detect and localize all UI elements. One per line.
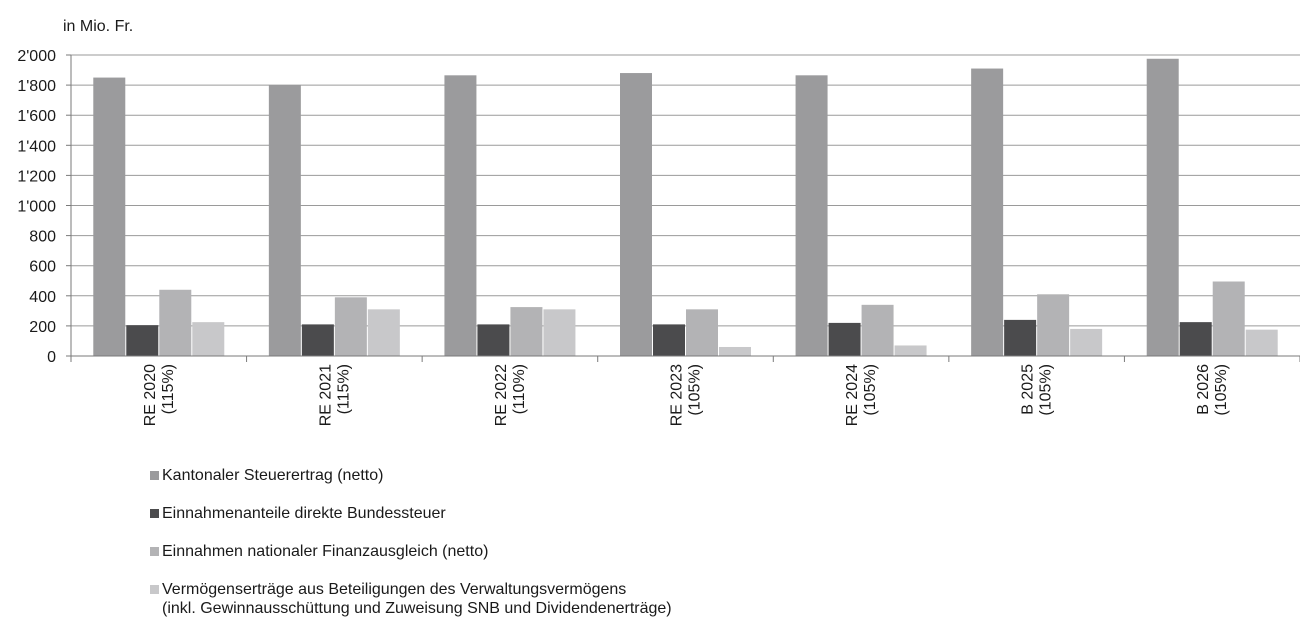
legend-label: Einnahmen nationaler Finanzausgleich (ne… xyxy=(162,543,489,560)
x-tick-label-line: RE 2020 xyxy=(142,364,159,426)
x-tick-label-line: RE 2023 xyxy=(669,364,686,426)
gridlines xyxy=(71,54,1300,327)
x-tick-label-line: B 2026 xyxy=(1195,364,1212,415)
x-tick-label: B 2026 (105%) xyxy=(1195,364,1230,416)
legend-swatch xyxy=(150,547,159,556)
x-tick-label-line: (105%) xyxy=(862,364,879,416)
x-tick-label-line: (105%) xyxy=(1038,364,1055,416)
x-tick-label-line: (115%) xyxy=(160,364,177,414)
bar xyxy=(861,304,894,356)
x-tick-label: RE 2022 (110%) xyxy=(493,364,528,426)
x-tick-label-line: (110%) xyxy=(511,364,528,414)
x-tick-label: RE 2024 (105%) xyxy=(844,364,879,426)
x-tick-label-line: B 2025 xyxy=(1020,364,1037,415)
bar xyxy=(828,322,861,356)
bar xyxy=(1179,322,1212,356)
bar xyxy=(653,324,685,356)
bar xyxy=(93,77,126,356)
unit-label: in Mio. Fr. xyxy=(63,18,133,35)
bar xyxy=(971,68,1004,357)
bar xyxy=(1037,294,1070,356)
x-tick-label-line: RE 2022 xyxy=(493,364,510,426)
bar xyxy=(444,75,477,356)
legend-item: Vermögenserträge aus Beteiligungen des V… xyxy=(150,580,672,618)
bar-chart: in Mio. Fr. 2'000 1'800 1'600 1'400 1'200 1'0… xyxy=(17,18,1300,426)
bar xyxy=(126,325,159,356)
bar xyxy=(686,309,718,356)
y-tick-label: 1'800 xyxy=(17,78,56,95)
bar xyxy=(894,345,927,356)
bar xyxy=(543,309,576,356)
bar xyxy=(301,324,334,356)
legend-item: Kantonaler Steuerertrag (netto) xyxy=(150,466,672,485)
x-tick-label-line: (105%) xyxy=(687,364,704,416)
y-tick-label: 0 xyxy=(47,349,56,366)
legend-swatch xyxy=(150,585,159,594)
bar xyxy=(334,297,367,356)
legend-swatch xyxy=(150,509,159,518)
bar xyxy=(719,346,751,356)
y-tick-label: 600 xyxy=(29,259,56,276)
legend-swatch xyxy=(150,471,159,480)
x-tick-label-line: (115%) xyxy=(335,364,352,414)
y-tick-label: 1'600 xyxy=(17,108,56,125)
y-tick-label: 1'200 xyxy=(17,168,56,185)
legend-label: Vermögenserträge aus Beteiligungen des V… xyxy=(162,581,672,617)
legend-label: Kantonaler Steuerertrag (netto) xyxy=(162,467,384,484)
bar xyxy=(367,309,400,356)
x-tick-label-line: (105%) xyxy=(1213,364,1230,416)
legend-item: Einnahmen nationaler Finanzausgleich (ne… xyxy=(150,542,672,561)
y-tick-label: 200 xyxy=(29,319,56,336)
bar xyxy=(795,75,828,356)
y-tick-label: 400 xyxy=(29,289,56,306)
bar xyxy=(620,73,652,356)
bar xyxy=(1070,328,1103,356)
y-axis: 2'000 1'800 1'600 1'400 1'200 1'000 800 600 400 2… xyxy=(17,48,72,366)
legend-label: Einnahmenanteile direkte Bundessteuer xyxy=(162,505,446,522)
y-tick-label: 800 xyxy=(29,229,56,246)
x-axis: RE 2020 (115%) RE 2021 (115%) RE 2022 (110%) R… xyxy=(70,355,1300,426)
x-tick-label: RE 2021 (115%) xyxy=(317,364,352,426)
x-tick-label: RE 2020 (115%) xyxy=(142,364,177,426)
y-tick-label: 2'000 xyxy=(17,48,56,65)
bar xyxy=(477,324,510,356)
y-tick-label: 1'000 xyxy=(17,199,56,216)
bar xyxy=(268,85,301,356)
legend-item: Einnahmenanteile direkte Bundessteuer xyxy=(150,504,672,523)
x-tick-label: B 2025 (105%) xyxy=(1020,364,1055,416)
bar xyxy=(1245,329,1278,356)
bar xyxy=(192,322,225,356)
bar xyxy=(510,307,543,356)
bar xyxy=(1212,281,1245,356)
bar xyxy=(159,289,192,356)
bars xyxy=(93,58,1278,357)
legend: Kantonaler Steuerertrag (netto) Einnahmen… xyxy=(150,466,672,637)
x-tick-label-line: RE 2024 xyxy=(844,364,861,426)
x-tick-label: RE 2023 (105%) xyxy=(669,364,704,426)
x-tick-label-line: RE 2021 xyxy=(317,364,334,426)
y-tick-label: 1'400 xyxy=(17,138,56,155)
bar xyxy=(1146,58,1179,356)
bar xyxy=(1004,319,1037,356)
